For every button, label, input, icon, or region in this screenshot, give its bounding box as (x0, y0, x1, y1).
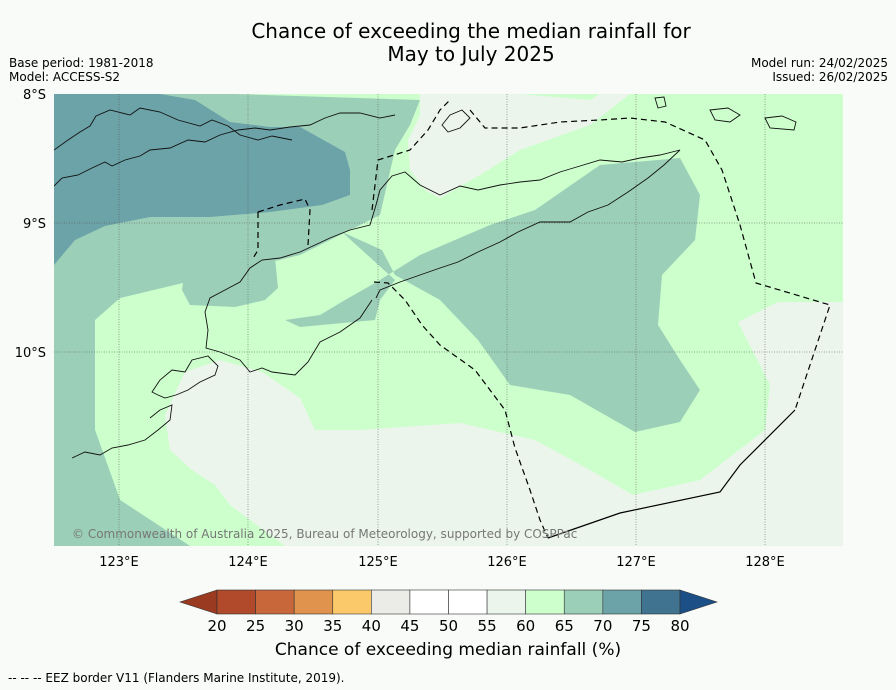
zone-65-70-central (285, 158, 700, 432)
probability-zones (54, 94, 843, 546)
zone-65-70-southwest (54, 404, 190, 546)
coast-wetar-3 (764, 115, 797, 131)
colorbar-box (641, 589, 681, 615)
model-run: Model run: 24/02/2025 (750, 56, 888, 70)
colorbar-extend-high (679, 589, 718, 615)
lat-label-10s: 10°S (15, 346, 46, 361)
zone-55-60-north (408, 94, 630, 198)
coast-islet-north (441, 109, 471, 133)
lon-label-128e: 128°E (745, 555, 785, 570)
colorbar-box (216, 589, 256, 615)
coast-sawu (71, 404, 173, 459)
coast-flores-north (54, 107, 293, 151)
eez-border (251, 99, 831, 539)
graticule (54, 94, 843, 546)
colorbar-tick-label: 40 (362, 617, 381, 635)
lon-label-127e: 127°E (616, 555, 656, 570)
title-line-2: May to July 2025 (387, 42, 555, 66)
colorbar-extend-low (179, 589, 218, 615)
meta-right: Model run: 24/02/2025 Issued: 26/02/2025 (751, 56, 888, 84)
colorbar-tick-label: 20 (207, 617, 226, 635)
colorbar-tick-label: 25 (246, 617, 265, 635)
colorbar-tick-label: 30 (285, 617, 304, 635)
map-title: Chance of exceeding the median rainfall … (0, 20, 896, 66)
lat-label-8s: 8°S (23, 88, 46, 103)
colorbar-box (409, 589, 449, 615)
colorbar-title: Chance of exceeding median rainfall (%) (274, 640, 622, 660)
colorbar-box (371, 589, 411, 615)
colorbar-tick-label: 80 (670, 617, 689, 635)
title-line-1: Chance of exceeding the median rainfall … (251, 19, 691, 43)
lat-label-9s: 9°S (23, 217, 46, 232)
colorbar-tick-label: 35 (323, 617, 342, 635)
colorbar-tick-label: 45 (400, 617, 419, 635)
colorbar-tick-label: 75 (632, 617, 651, 635)
coastlines (54, 96, 797, 459)
colorbar-tick-label: 70 (593, 617, 612, 635)
coast-timor-north (204, 149, 681, 376)
coast-flores-south (54, 112, 396, 187)
colorbar: 20 25 30 35 40 45 50 55 60 65 70 75 80 (179, 589, 718, 635)
lat-labels: 8°S 9°S 10°S (15, 88, 46, 361)
base-period: Base period: 1981-2018 (9, 56, 154, 70)
coast-wetar-1 (654, 96, 667, 109)
lon-label-123e: 123°E (99, 555, 139, 570)
colorbar-box (255, 589, 295, 615)
issued-date: Issued: 26/02/2025 (772, 70, 888, 84)
eez-legend-footer: -- -- -- EEZ border V11 (Flanders Marine… (8, 671, 345, 685)
eez-solid-line (547, 409, 796, 539)
colorbar-tick-label: 65 (555, 617, 574, 635)
coast-wetar-2 (709, 107, 741, 123)
colorbar-tick-label: 60 (516, 617, 535, 635)
lon-label-125e: 125°E (358, 555, 398, 570)
colorbar-box (602, 589, 642, 615)
colorbar-tick-label: 50 (439, 617, 458, 635)
coast-timor-south (375, 149, 681, 299)
colorbar-box (486, 589, 526, 615)
lon-label-124e: 124°E (228, 555, 268, 570)
zone-65-70-west-lobe (182, 256, 278, 307)
lon-label-126e: 126°E (487, 555, 527, 570)
copyright-note: © Commonwealth of Australia 2025, Bureau… (72, 527, 577, 541)
colorbar-box (332, 589, 372, 615)
colorbar-box (525, 589, 565, 615)
coast-roti (151, 355, 219, 399)
zone-55-60-south (165, 302, 843, 546)
colorbar-tick-label: 55 (478, 617, 497, 635)
colorbar-box (563, 589, 604, 615)
colorbar-box (293, 589, 334, 615)
model-name: Model: ACCESS-S2 (9, 70, 121, 84)
lon-labels: 123°E 124°E 125°E 126°E 127°E 128°E (99, 555, 785, 570)
colorbar-box (448, 589, 488, 615)
meta-left: Base period: 1981-2018 Model: ACCESS-S2 (9, 56, 154, 84)
